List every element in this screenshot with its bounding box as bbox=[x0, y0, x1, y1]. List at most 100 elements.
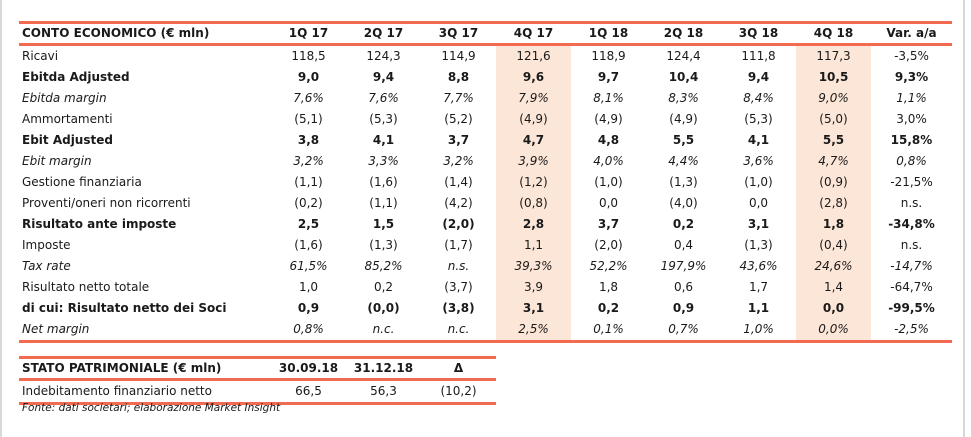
column-header: 31.12.18 bbox=[353, 361, 414, 375]
row-label: Ammortamenti bbox=[22, 112, 113, 126]
table-cell: (5,0) bbox=[796, 109, 871, 130]
table-cell: 121,6 bbox=[496, 44, 571, 67]
source-note: Fonte: dati societari; elaborazione Mark… bbox=[22, 402, 281, 414]
column-header: 30.09.18 bbox=[278, 361, 339, 375]
table-cell: 3,2% bbox=[443, 154, 474, 168]
table-cell: (4,9) bbox=[669, 112, 698, 126]
table-cell: 4,1 bbox=[747, 133, 770, 147]
table-cell: 2,8 bbox=[496, 214, 571, 235]
table-cell: 118,5 bbox=[291, 49, 326, 63]
table-cell: 3,2% bbox=[293, 154, 324, 168]
table-cell: 3,7 bbox=[597, 217, 620, 231]
table-cell: (2,0) bbox=[594, 238, 623, 252]
row-label: Indebitamento finanziario netto bbox=[22, 384, 212, 398]
table-title: CONTO ECONOMICO (€ mln) bbox=[22, 26, 210, 40]
table-cell: 9,7 bbox=[597, 70, 620, 84]
table-title: STATO PATRIMONIALE (€ mln) bbox=[22, 361, 222, 375]
table-cell: (1,3) bbox=[744, 238, 773, 252]
table-cell: 0,4 bbox=[673, 238, 694, 252]
table-cell: 118,9 bbox=[591, 49, 626, 63]
table-cell: (5,1) bbox=[294, 112, 323, 126]
table-cell: -99,5% bbox=[888, 301, 935, 315]
table-cell: 2,5 bbox=[297, 217, 320, 231]
table-cell: n.s. bbox=[447, 259, 470, 273]
table-cell: 3,3% bbox=[368, 154, 399, 168]
table-cell: (5,3) bbox=[744, 112, 773, 126]
column-header: 1Q 18 bbox=[588, 26, 629, 40]
table-cell: 8,4% bbox=[743, 91, 774, 105]
table-cell: 7,9% bbox=[496, 88, 571, 109]
table-cell: 0,6 bbox=[673, 280, 694, 294]
table-cell: -64,7% bbox=[890, 280, 933, 294]
row-label: Ebitda margin bbox=[22, 91, 107, 105]
table-cell: 52,2% bbox=[589, 259, 628, 273]
table-cell: 197,9% bbox=[660, 259, 707, 273]
table-cell: 3,1 bbox=[747, 217, 770, 231]
table-cell: 56,3 bbox=[370, 384, 397, 398]
row-label: Proventi/oneri non ricorrenti bbox=[22, 196, 191, 210]
table-cell: 3,1 bbox=[496, 298, 571, 319]
row-label: Ricavi bbox=[22, 49, 59, 63]
table-cell: (1,1) bbox=[369, 196, 398, 210]
table-header-row: CONTO ECONOMICO (€ mln) 1Q 17 2Q 17 3Q 17 4Q… bbox=[19, 22, 952, 45]
table-cell: n.c. bbox=[372, 322, 395, 336]
table-cell: (4,0) bbox=[669, 196, 698, 210]
table-cell: 4,1 bbox=[372, 133, 395, 147]
table-cell: 5,5 bbox=[796, 130, 871, 151]
table-header-row: STATO PATRIMONIALE (€ mln) 30.09.18 31.12.… bbox=[19, 357, 496, 380]
table-cell: 0,0 bbox=[796, 298, 871, 319]
table-cell: 3,8 bbox=[297, 133, 320, 147]
table-cell: 114,9 bbox=[441, 49, 476, 63]
table-cell: (1,6) bbox=[294, 238, 323, 252]
table-cell: 9,4 bbox=[747, 70, 770, 84]
table-cell: 39,3% bbox=[496, 256, 571, 277]
table-cell: (1,3) bbox=[369, 238, 398, 252]
table-cell: (1,2) bbox=[496, 172, 571, 193]
table-cell: n.c. bbox=[447, 322, 470, 336]
table-cell: 1,7 bbox=[748, 280, 769, 294]
table-cell: 111,8 bbox=[741, 49, 776, 63]
table-cell: -3,5% bbox=[894, 49, 929, 63]
table-cell: 124,3 bbox=[366, 49, 401, 63]
table-row: Risultato netto totale 1,0 0,2 (3,7) 3,9 1,8 0… bbox=[19, 277, 952, 298]
table-row: Indebitamento finanziario netto 66,5 56,3 (… bbox=[19, 380, 496, 404]
table-row: Net margin 0,8% n.c. n.c. 2,5% 0,1% 0,7% 1,0% 0,… bbox=[19, 319, 952, 342]
table-cell: 0,7% bbox=[668, 322, 699, 336]
conto-economico-table: CONTO ECONOMICO (€ mln) 1Q 17 2Q 17 3Q 17 4Q… bbox=[19, 21, 952, 343]
table-cell: 1,4 bbox=[796, 277, 871, 298]
table-cell: 9,6 bbox=[496, 67, 571, 88]
table-cell: (1,1) bbox=[294, 175, 323, 189]
table-cell: 4,7 bbox=[496, 130, 571, 151]
table-cell: (4,9) bbox=[496, 109, 571, 130]
table-cell: (0,9) bbox=[796, 172, 871, 193]
table-cell: (1,3) bbox=[669, 175, 698, 189]
table-cell: 0,8% bbox=[896, 154, 927, 168]
row-label: Gestione finanziaria bbox=[22, 175, 142, 189]
table-row: Imposte (1,6) (1,3) (1,7) 1,1 (2,0) 0,4 (1,3) (0… bbox=[19, 235, 952, 256]
table-cell: 7,7% bbox=[443, 91, 474, 105]
table-cell: 9,0% bbox=[796, 88, 871, 109]
table-cell: 0,0 bbox=[748, 196, 769, 210]
table-cell: (1,0) bbox=[744, 175, 773, 189]
table-cell: -14,7% bbox=[890, 259, 933, 273]
table-cell: 124,4 bbox=[666, 49, 701, 63]
table-cell: 61,5% bbox=[289, 259, 328, 273]
table-cell: 7,6% bbox=[293, 91, 324, 105]
table-cell: 8,3% bbox=[668, 91, 699, 105]
table-cell: 3,7 bbox=[447, 133, 470, 147]
table-row: Proventi/oneri non ricorrenti (0,2) (1,1) (… bbox=[19, 193, 952, 214]
table-cell: 0,2 bbox=[373, 280, 394, 294]
table-cell: 1,1 bbox=[747, 301, 770, 315]
table-cell: 9,0 bbox=[297, 70, 320, 84]
table-row: Ricavi 118,5 124,3 114,9 121,6 118,9 124,4 111,… bbox=[19, 44, 952, 67]
table-cell: 0,0 bbox=[598, 196, 619, 210]
table-row: Tax rate 61,5% 85,2% n.s. 39,3% 52,2% 197,9% 43… bbox=[19, 256, 952, 277]
row-label: Ebit margin bbox=[22, 154, 92, 168]
table-cell: (1,6) bbox=[369, 175, 398, 189]
table-row: Ebitda Adjusted 9,0 9,4 8,8 9,6 9,7 10,4 9,4 10,… bbox=[19, 67, 952, 88]
row-label: Ebit Adjusted bbox=[22, 133, 113, 147]
stato-patrimoniale-table: STATO PATRIMONIALE (€ mln) 30.09.18 31.12.… bbox=[19, 356, 496, 405]
row-label: Risultato ante imposte bbox=[22, 217, 177, 231]
table-cell: 1,5 bbox=[372, 217, 395, 231]
